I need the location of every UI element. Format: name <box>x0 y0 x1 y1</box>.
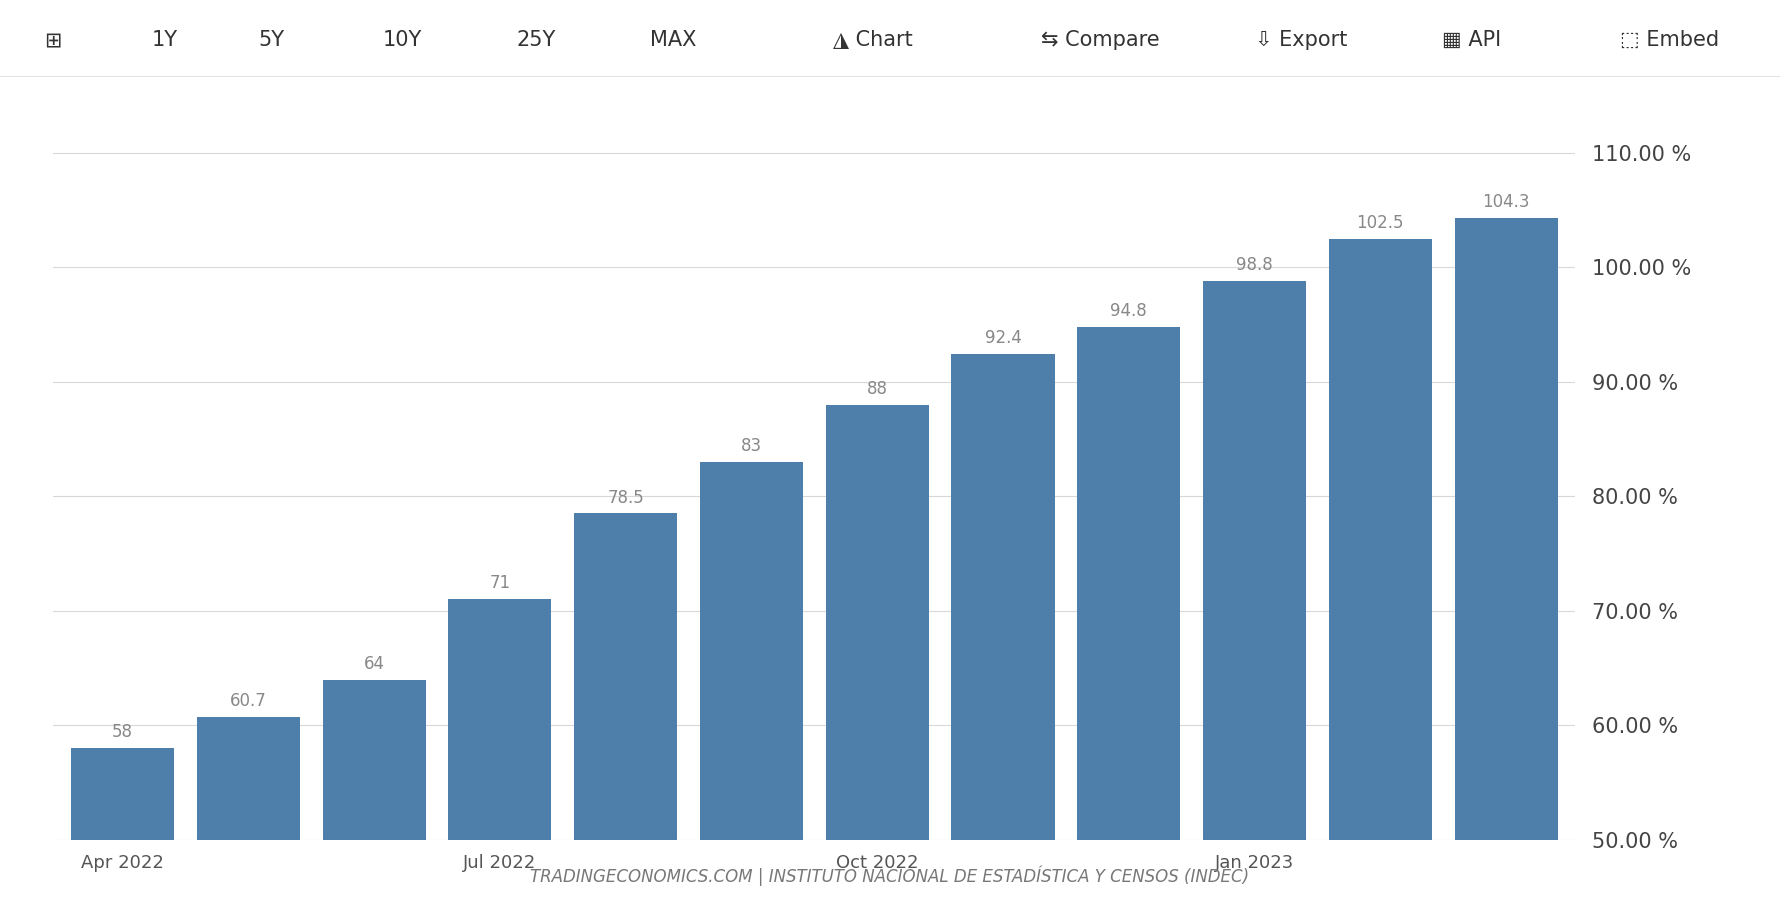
Text: 78.5: 78.5 <box>607 489 644 507</box>
Bar <box>952 354 1054 908</box>
Text: 10Y: 10Y <box>383 30 422 50</box>
Text: 94.8: 94.8 <box>1111 301 1146 320</box>
Text: 92.4: 92.4 <box>984 330 1022 348</box>
Text: ◮ Chart: ◮ Chart <box>833 30 913 50</box>
Text: 58: 58 <box>112 724 134 742</box>
Bar <box>1077 327 1180 908</box>
Bar <box>575 513 676 908</box>
Text: TRADINGECONOMICS.COM | INSTITUTO NACIONAL DE ESTADÍSTICA Y CENSOS (INDEC): TRADINGECONOMICS.COM | INSTITUTO NACIONA… <box>530 865 1250 886</box>
Text: 64: 64 <box>363 655 384 673</box>
Bar <box>1203 281 1307 908</box>
Text: 1Y: 1Y <box>151 30 178 50</box>
Bar <box>1330 239 1431 908</box>
Bar <box>322 679 425 908</box>
Text: 98.8: 98.8 <box>1235 256 1273 274</box>
Text: MAX: MAX <box>650 30 696 50</box>
Text: ⊞: ⊞ <box>44 30 62 50</box>
Text: 83: 83 <box>740 437 762 455</box>
Text: 71: 71 <box>490 575 511 593</box>
Text: ⬚ Embed: ⬚ Embed <box>1620 30 1719 50</box>
Text: 25Y: 25Y <box>516 30 555 50</box>
Text: 102.5: 102.5 <box>1356 213 1404 232</box>
Text: ▦ API: ▦ API <box>1442 30 1501 50</box>
Bar <box>71 748 174 908</box>
Bar <box>198 717 299 908</box>
Bar <box>826 405 929 908</box>
Bar <box>700 462 803 908</box>
Bar <box>449 599 552 908</box>
Text: ⇆ Compare: ⇆ Compare <box>1041 30 1161 50</box>
Text: 104.3: 104.3 <box>1483 193 1529 211</box>
Bar <box>1454 218 1558 908</box>
Text: 88: 88 <box>867 380 888 398</box>
Text: ⇩ Export: ⇩ Export <box>1255 30 1347 50</box>
Text: 60.7: 60.7 <box>230 693 267 710</box>
Text: 5Y: 5Y <box>258 30 285 50</box>
